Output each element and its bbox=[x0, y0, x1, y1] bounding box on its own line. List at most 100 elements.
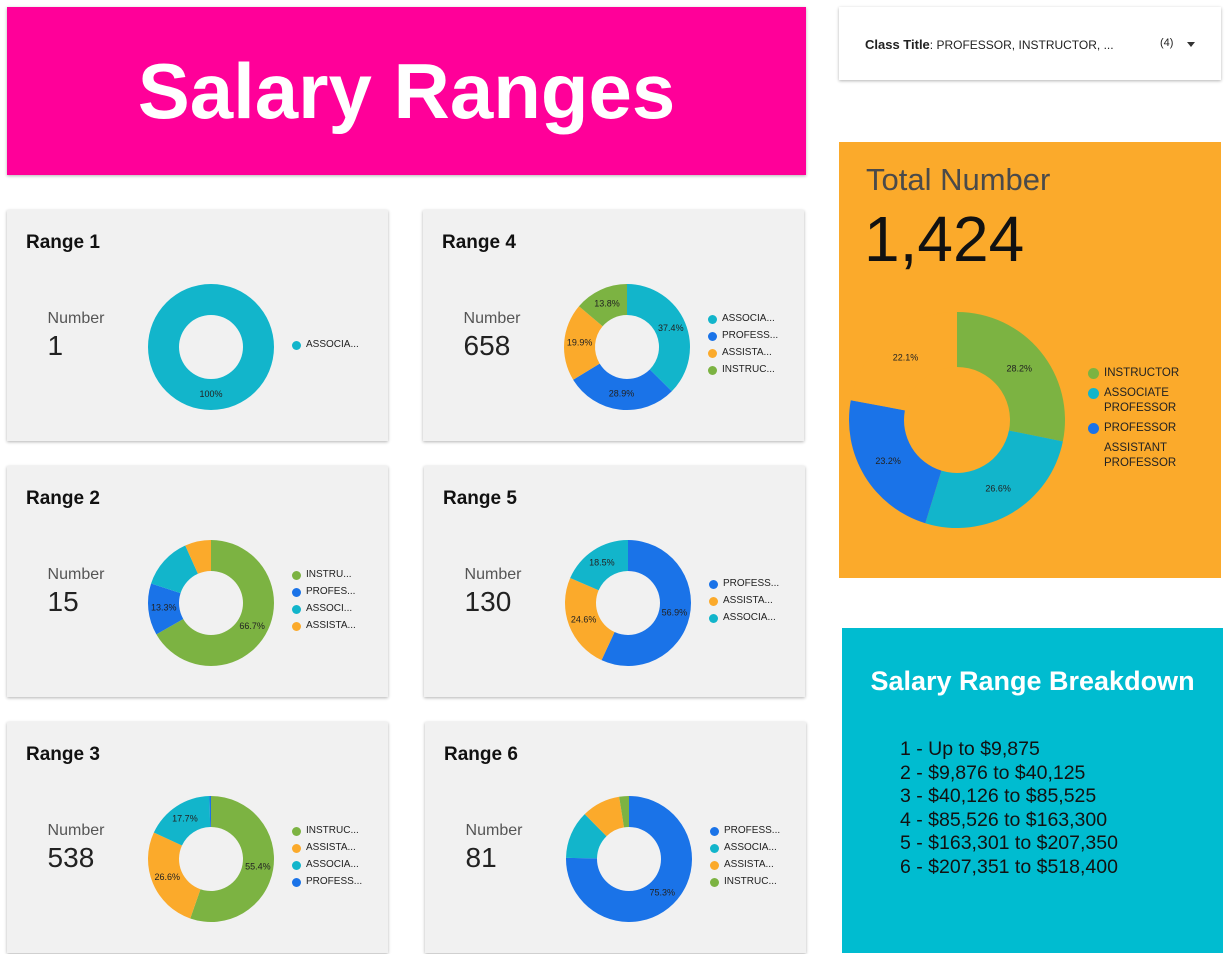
dropdown-arrow bbox=[1187, 42, 1195, 47]
metric-value: 81 bbox=[465, 842, 497, 873]
legend-item: PROFESSOR bbox=[1088, 421, 1193, 436]
legend-item: ASSISTANT PROFESSOR bbox=[1088, 441, 1193, 471]
legend-item: ASSOCIATE PROFESSOR bbox=[1088, 386, 1193, 416]
legend-swatch bbox=[709, 579, 718, 589]
filter-control[interactable]: Class Title: PROFESSOR, INSTRUCTOR, ... … bbox=[839, 7, 1221, 80]
legend-swatch bbox=[1088, 388, 1099, 399]
breakdown-line: 6 - $207,351 to $518,400 bbox=[900, 855, 1118, 878]
metric-label: Number bbox=[47, 566, 105, 583]
header: Salary Ranges bbox=[7, 7, 806, 175]
legend-swatch bbox=[292, 605, 301, 614]
donut-slice bbox=[148, 832, 201, 919]
donut-slice bbox=[850, 312, 957, 411]
card-title: Range 5 bbox=[443, 488, 517, 509]
donut-chart: 75.3% bbox=[566, 796, 692, 922]
legend-item: ASSISTA... bbox=[710, 859, 780, 876]
slice-label: 26.6% bbox=[154, 872, 180, 882]
slice-label: 13.3% bbox=[151, 602, 177, 612]
legend-swatch bbox=[1088, 443, 1099, 454]
legend-item: ASSOCIA... bbox=[292, 339, 359, 356]
metric-label: Number bbox=[47, 822, 105, 839]
legend-item: ASSISTA... bbox=[292, 842, 362, 859]
slice-label: 75.3% bbox=[650, 887, 676, 897]
legend: INSTRUCTOR ASSOCIATE PROFESSOR PROFESSOR AS… bbox=[1088, 366, 1193, 476]
breakdown-line: 1 - Up to $9,875 bbox=[900, 738, 1040, 760]
slice-label: 17.7% bbox=[172, 814, 198, 824]
card-title: Range 2 bbox=[26, 488, 100, 509]
legend-label: ASSOCIA... bbox=[723, 611, 776, 623]
legend-swatch bbox=[292, 622, 301, 631]
legend-item: ASSOCI... bbox=[292, 603, 356, 620]
range-card: Range 4 Number 658 37.4% 28.9% 19.9% 13.8% ASSO… bbox=[423, 210, 804, 441]
slice-label: 23.2% bbox=[875, 456, 901, 466]
page-title: Salary Ranges bbox=[137, 46, 676, 135]
breakdown-line: 2 - $9,876 to $40,125 bbox=[900, 761, 1086, 784]
scorecard-body: Number 658 bbox=[464, 310, 521, 362]
legend-label: INSTRUC... bbox=[724, 876, 777, 887]
legend-item: INSTRUC... bbox=[708, 364, 778, 381]
metric-value: 538 bbox=[47, 842, 95, 873]
donut-slice bbox=[573, 363, 672, 410]
metric-value: 130 bbox=[464, 586, 512, 617]
legend-item: PROFESS... bbox=[708, 330, 778, 347]
legend-swatch bbox=[710, 861, 719, 870]
legend-swatch bbox=[708, 315, 717, 324]
donut-slice bbox=[151, 545, 198, 594]
donut-slice bbox=[148, 583, 184, 635]
donut-chart: 28.2% 26.6% 23.2% 22.1% bbox=[849, 312, 1065, 528]
scorecard-body: Number 1 bbox=[48, 310, 105, 362]
donut-slice bbox=[148, 284, 274, 410]
breakdown-card: Salary Range Breakdown 1 - Up to $9,875 2… bbox=[842, 628, 1223, 953]
donut-slice bbox=[619, 796, 629, 828]
slice-label: 28.2% bbox=[1007, 363, 1033, 373]
metric-label: Number bbox=[465, 822, 523, 839]
legend: PROFESS... ASSOCIA... ASSISTA... INSTRUC... bbox=[710, 825, 780, 893]
range-card: Range 6 Number 81 75.3% PROFESS... ASSOCIA...… bbox=[425, 722, 806, 953]
donut-slice bbox=[153, 796, 211, 846]
range-card: Range 5 Number 130 56.9% 24.6% 18.5% PROFESS..… bbox=[424, 466, 805, 697]
slice-label: 24.6% bbox=[571, 614, 597, 624]
card-title: Range 1 bbox=[26, 232, 100, 253]
donut-slice bbox=[570, 540, 628, 591]
legend-label: ASSISTA... bbox=[306, 620, 356, 631]
donut-slice bbox=[925, 430, 1063, 528]
donut-chart: 37.4% 28.9% 19.9% 13.8% bbox=[564, 284, 690, 410]
filter-text: Class Title: PROFESSOR, INSTRUCTOR, ... bbox=[865, 37, 1114, 52]
slice-label: 66.7% bbox=[239, 621, 265, 631]
donut-slice bbox=[156, 540, 274, 666]
legend-label: PROFESS... bbox=[306, 876, 363, 887]
range-card: Range 2 Number 15 66.7% 13.3% INSTRU... PROFES… bbox=[7, 466, 388, 697]
legend: INSTRU... PROFES... ASSOCI... ASSISTA... bbox=[292, 569, 356, 637]
donut-chart: 66.7% 13.3% bbox=[148, 540, 274, 666]
metric-value: 658 bbox=[463, 330, 511, 361]
filter-label: Class Title bbox=[865, 37, 930, 52]
slice-label: 28.9% bbox=[609, 389, 635, 399]
legend-label: PROFESSOR bbox=[1104, 422, 1177, 434]
legend-label: PROFESS... bbox=[723, 577, 780, 589]
legend-item: ASSISTA... bbox=[292, 620, 356, 637]
legend-label: ASSOCIA... bbox=[722, 313, 775, 324]
breakdown-line: 3 - $40,126 to $85,525 bbox=[900, 785, 1097, 807]
scorecard: Number 538 bbox=[21, 822, 131, 874]
legend-label: ASSOCIA... bbox=[306, 338, 359, 350]
slice-label: 19.9% bbox=[567, 338, 593, 348]
legend: ASSOCIA... bbox=[292, 339, 359, 356]
metric-value: 1 bbox=[47, 330, 64, 361]
slice-label: 37.4% bbox=[658, 323, 684, 333]
scorecard: Number 81 bbox=[439, 822, 549, 874]
legend-swatch bbox=[709, 613, 718, 623]
card-title: Range 3 bbox=[26, 744, 100, 765]
donut-slice bbox=[185, 540, 211, 574]
total-title: Total Number bbox=[866, 162, 1051, 197]
scorecard-body: Number 130 bbox=[465, 566, 522, 618]
legend-swatch bbox=[292, 844, 301, 853]
legend-item: INSTRUC... bbox=[710, 876, 780, 893]
card-title: Range 4 bbox=[442, 232, 516, 253]
legend-label: ASSISTA... bbox=[724, 859, 774, 870]
legend-label: PROFESS... bbox=[724, 825, 781, 836]
breakdown-line: 5 - $163,301 to $207,350 bbox=[900, 832, 1118, 854]
metric-label: Number bbox=[47, 310, 105, 327]
legend-label: ASSISTA... bbox=[306, 842, 356, 853]
legend-item: ASSISTA... bbox=[708, 347, 778, 364]
